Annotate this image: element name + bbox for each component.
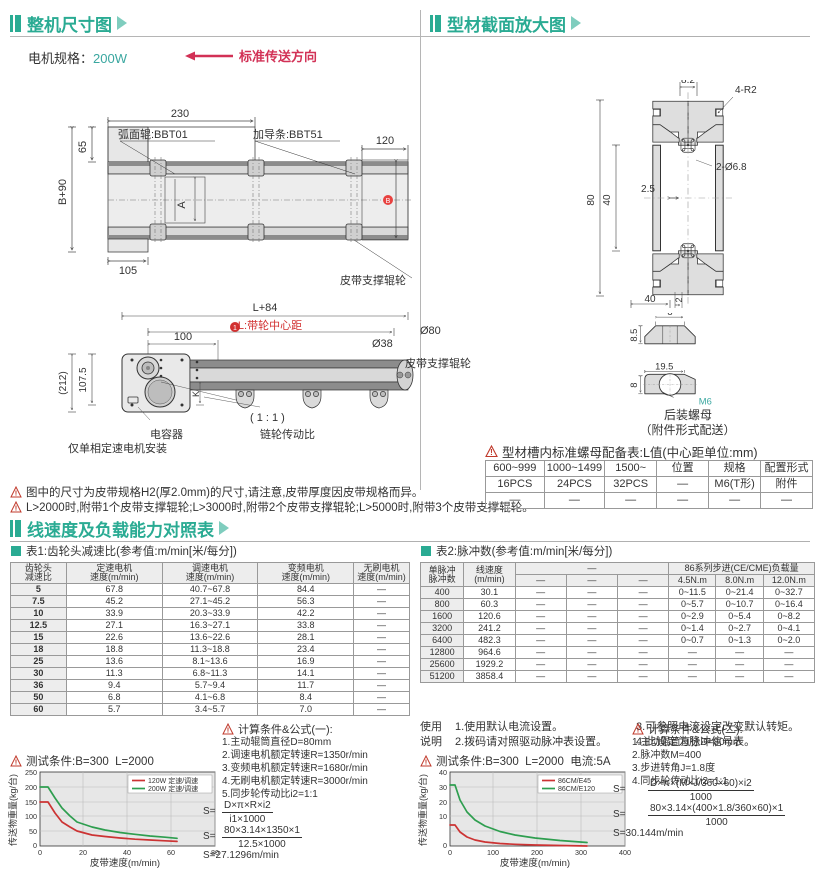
svg-text:8.5: 8.5 [629,329,639,342]
svg-text:40: 40 [123,848,131,857]
svg-text:K: K [191,391,201,397]
svg-text:8: 8 [629,383,639,388]
svg-text:60: 60 [167,848,175,857]
svg-text:105: 105 [119,265,137,277]
svg-text:传送物重量(kg/台): 传送物重量(kg/台) [7,774,18,846]
svg-text:L+84: L+84 [253,302,278,314]
svg-text:400: 400 [619,848,631,857]
svg-text:20: 20 [439,798,447,807]
svg-text:B+90: B+90 [57,179,69,205]
svg-text:L:带轮中心距: L:带轮中心距 [238,318,302,332]
svg-text:0: 0 [448,848,452,857]
svg-text:2.5: 2.5 [641,184,655,195]
svg-text:4-R2: 4-R2 [735,85,757,96]
svg-text:100: 100 [174,331,192,343]
svg-text:40: 40 [644,294,656,305]
svg-text:120W 定速/调速: 120W 定速/调速 [148,776,198,785]
svg-text:皮带速度(m/min): 皮带速度(m/min) [90,857,160,869]
svg-text:65: 65 [77,141,89,153]
svg-text:200: 200 [531,848,543,857]
svg-text:8: 8 [667,313,672,317]
svg-text:!: ! [15,489,18,498]
svg-text:!: ! [425,758,428,767]
svg-text:传送物重量(kg/台): 传送物重量(kg/台) [417,774,428,846]
svg-text:30: 30 [439,783,447,792]
svg-text:120: 120 [376,135,394,147]
svg-text:1: 1 [233,325,237,332]
svg-text:100: 100 [487,848,499,857]
svg-text:皮带速度(m/min): 皮带速度(m/min) [500,857,570,869]
svg-text:86CM/E45: 86CM/E45 [558,778,591,785]
svg-text:8.2: 8.2 [681,80,695,86]
svg-text:20: 20 [79,848,87,857]
svg-text:200W 定速/调速: 200W 定速/调速 [148,784,198,793]
svg-text:19.5: 19.5 [655,361,673,371]
svg-text:50: 50 [29,827,37,836]
svg-text:0: 0 [33,841,37,850]
svg-text:80: 80 [586,194,597,206]
svg-text:0: 0 [443,841,447,850]
svg-text:B: B [386,198,391,205]
svg-text:10: 10 [439,812,447,821]
svg-text:A: A [176,201,188,209]
svg-text:!: ! [227,726,230,735]
svg-text:300: 300 [575,848,587,857]
svg-text:86CM/E120: 86CM/E120 [558,786,595,793]
svg-text:250: 250 [25,770,37,777]
svg-text:100: 100 [25,812,37,821]
svg-text:2-Ø6.8: 2-Ø6.8 [716,162,747,173]
svg-text:200: 200 [25,783,37,792]
svg-text:!: ! [490,448,493,457]
svg-text:40: 40 [439,770,447,777]
svg-text:150: 150 [25,798,37,807]
svg-text:!: ! [637,726,640,735]
svg-text:40: 40 [602,194,613,206]
svg-text:0: 0 [38,848,42,857]
svg-text:2: 2 [674,297,684,302]
svg-text:230: 230 [171,108,189,120]
svg-text:(212): (212) [58,371,69,394]
svg-text:107.5: 107.5 [78,367,89,392]
svg-text:!: ! [15,504,18,513]
svg-text:!: ! [15,758,18,767]
